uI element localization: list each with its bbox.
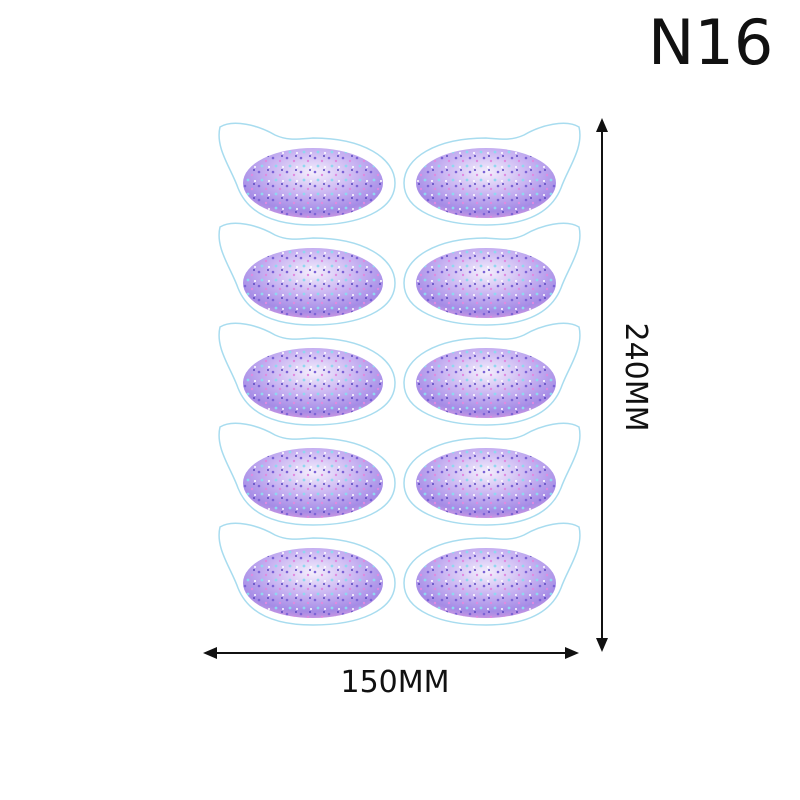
sticker-cut-outline [403,322,581,426]
height-dimension-arrow [596,118,608,652]
sticker-cut-outline [403,222,581,326]
eye-sticker [403,522,581,626]
glitter-texture [416,148,556,218]
eye-sticker [403,122,581,226]
glitter-texture [416,348,556,418]
eye-sticker [218,322,396,426]
product-code: N16 [648,6,774,79]
eye-sticker [218,122,396,226]
sticker-cut-outline [403,522,581,626]
glitter-texture [416,548,556,618]
glitter-texture [243,348,383,418]
width-dimension-arrow [203,647,579,659]
eye-sticker [218,522,396,626]
width-label: 150MM [340,665,450,700]
sticker-cut-outline [218,222,396,326]
sticker-cut-outline [403,122,581,226]
sticker-cut-outline [218,322,396,426]
glitter-texture [243,448,383,518]
glitter-texture [243,248,383,318]
eye-sticker [403,322,581,426]
eye-sticker [218,422,396,526]
glitter-texture [243,548,383,618]
sticker-cut-outline [218,422,396,526]
sticker-cut-outline [218,122,396,226]
eye-sticker [218,222,396,326]
sticker-cut-outline [218,522,396,626]
eye-sticker [403,422,581,526]
height-label: 240MM [618,322,653,432]
glitter-texture [243,148,383,218]
eye-sticker [403,222,581,326]
sticker-cut-outline [403,422,581,526]
glitter-texture [416,248,556,318]
glitter-texture [416,448,556,518]
